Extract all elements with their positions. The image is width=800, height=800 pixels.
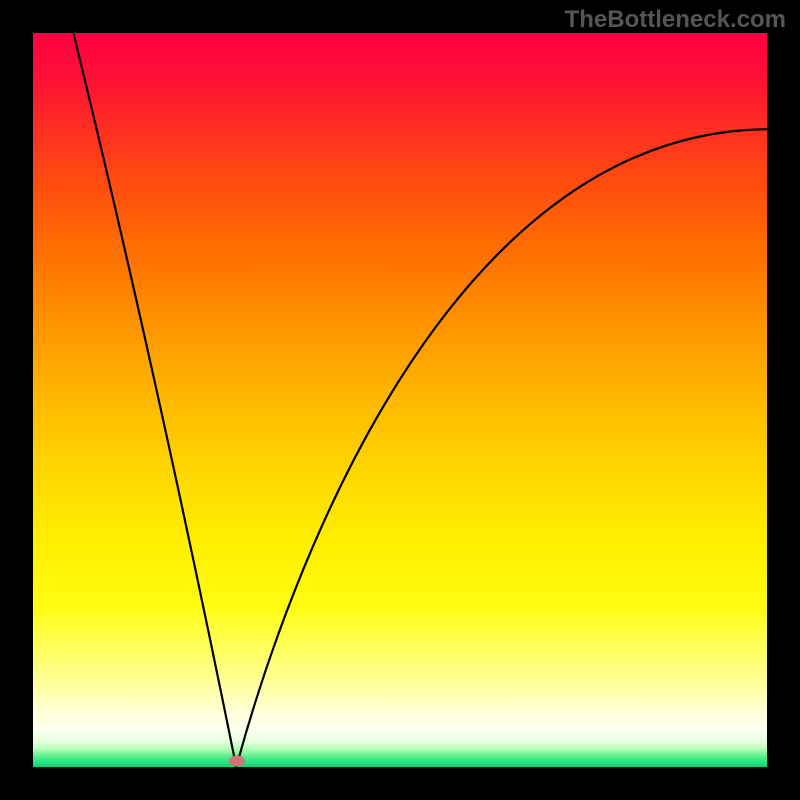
chart-background bbox=[33, 33, 767, 767]
chart-plot-area bbox=[33, 33, 767, 767]
chart-svg bbox=[33, 33, 767, 767]
watermark-text: TheBottleneck.com bbox=[565, 6, 786, 34]
vertex-marker bbox=[229, 756, 245, 767]
